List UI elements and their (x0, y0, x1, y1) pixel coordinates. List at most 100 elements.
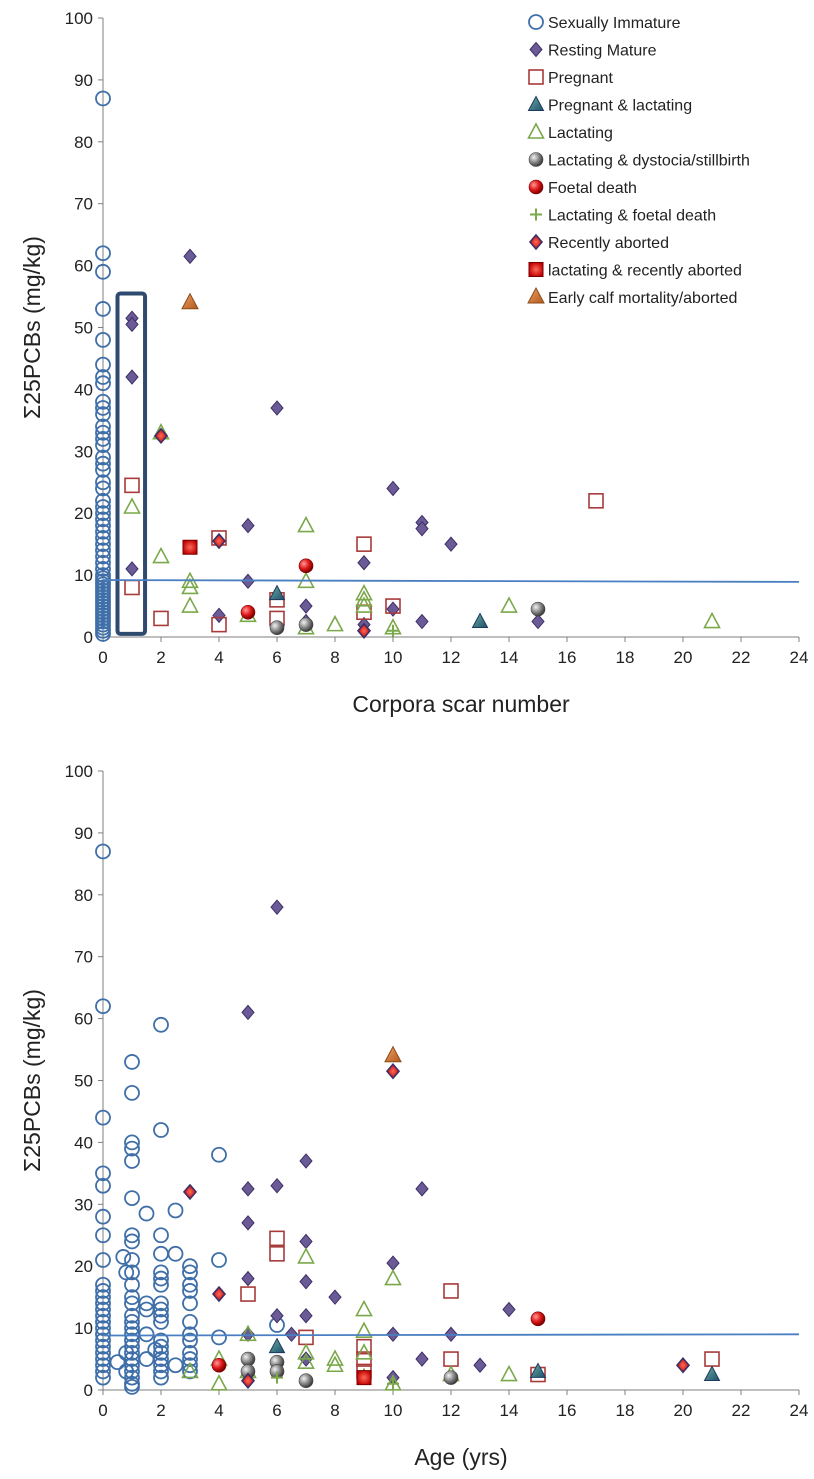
point-resting (270, 899, 284, 915)
point-immature (153, 1332, 169, 1349)
y-axis-title: Σ25PCBs (mg/kg) (19, 989, 45, 1172)
point-resting (270, 1307, 284, 1324)
y-tick-label: 90 (74, 71, 93, 90)
point-immature (153, 1314, 169, 1330)
point-lactating (123, 497, 141, 514)
legend-label: Pregnant & lactating (548, 98, 692, 115)
point-immature (95, 480, 111, 497)
point-resting (357, 554, 371, 571)
series-lactabort (182, 539, 198, 555)
point-immature (153, 1016, 169, 1033)
point-immature (124, 1276, 140, 1293)
point-immature (95, 1252, 111, 1268)
point-immature (95, 998, 111, 1015)
point-immature (153, 1369, 169, 1386)
x-tick-label: 14 (500, 1401, 519, 1420)
x-tick-label: 0 (98, 648, 107, 667)
point-immature (124, 1314, 140, 1330)
x-tick-label: 20 (674, 648, 693, 667)
series-preglact (268, 1337, 721, 1382)
legend-marker-lactfoetal (530, 208, 542, 221)
x-tick-label: 22 (732, 648, 751, 667)
point-preglact (529, 1362, 547, 1378)
point-lactating (210, 1374, 228, 1391)
x-tick-label: 18 (616, 648, 635, 667)
point-resting (386, 480, 400, 497)
point-lactating (355, 1321, 373, 1338)
point-immature (95, 461, 111, 478)
point-immature (118, 1363, 135, 1380)
point-immature (182, 1314, 198, 1330)
point-immature (124, 1084, 140, 1101)
point-lactating (326, 1355, 344, 1373)
point-pregnant (124, 579, 140, 596)
point-immature (153, 1301, 169, 1318)
point-immature (95, 1363, 111, 1380)
point-immature (153, 1338, 169, 1355)
point-lactating (500, 596, 518, 613)
series-lactating (181, 1247, 518, 1391)
series-preglact (268, 584, 489, 629)
point-immature (95, 431, 111, 447)
point-immature (124, 1054, 140, 1070)
point-immature (153, 1264, 169, 1281)
point-resting (328, 1289, 342, 1305)
series-earlycalf (181, 292, 199, 310)
point-lactating (297, 1247, 315, 1264)
point-immature (124, 1344, 140, 1361)
y-tick-label: 0 (84, 1381, 93, 1400)
point-resting (299, 598, 313, 614)
point-resting (415, 520, 429, 537)
point-immature (124, 1379, 140, 1395)
point-lactating (181, 596, 199, 613)
series-earlycalf (384, 1045, 402, 1063)
point-immature (95, 1177, 111, 1194)
point-lactabort (356, 1370, 372, 1386)
x-tick-label: 4 (214, 1401, 223, 1420)
point-lactating (297, 1352, 315, 1369)
y-tick-label: 80 (74, 133, 93, 152)
point-resting (125, 561, 139, 577)
point-immature (153, 1307, 169, 1324)
point-resting (125, 369, 139, 385)
point-resting (241, 1004, 255, 1021)
legend-item-lactabort: lactating & recently aborted (528, 262, 742, 280)
point-aborted (211, 532, 227, 550)
point-immature (95, 561, 111, 577)
point-immature (124, 1190, 140, 1207)
point-immature (211, 1252, 227, 1268)
point-preglact (268, 584, 286, 601)
point-resting (183, 248, 197, 265)
point-immature (95, 1326, 111, 1343)
point-immature (211, 1146, 227, 1163)
point-dystocia (443, 1370, 459, 1385)
legend-item-pregnant: Pregnant (528, 69, 613, 87)
point-aborted (182, 1183, 198, 1201)
point-immature (95, 90, 111, 107)
point-immature (115, 1249, 132, 1265)
y-tick-label: 70 (74, 948, 93, 967)
point-preglact (268, 1337, 286, 1354)
point-foetal (211, 1357, 227, 1373)
point-immature (153, 1227, 169, 1244)
point-lactabort (182, 539, 198, 555)
point-immature (95, 1165, 111, 1182)
x-tick-label: 14 (500, 648, 519, 667)
point-immature (124, 1140, 140, 1157)
x-tick-label: 4 (214, 648, 223, 667)
legend-label: Lactating (548, 125, 613, 142)
point-lactating (703, 611, 721, 629)
point-immature (95, 449, 111, 466)
x-tick-label: 16 (558, 648, 577, 667)
y-tick-label: 100 (65, 762, 93, 781)
point-immature (95, 1344, 111, 1361)
point-immature (182, 1332, 198, 1349)
point-foetal (240, 604, 256, 620)
legend-marker-preglact (527, 95, 545, 111)
point-preglact (471, 612, 489, 629)
point-lactfoetal (387, 624, 399, 637)
point-aborted (356, 622, 372, 640)
point-immature (124, 1363, 140, 1380)
